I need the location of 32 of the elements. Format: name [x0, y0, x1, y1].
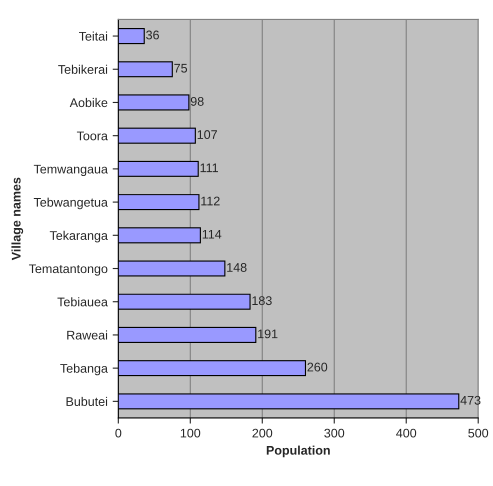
x-tick-label: 0 [115, 428, 122, 438]
data-label: 114 [202, 230, 222, 239]
x-axis-title: Population [266, 446, 330, 458]
y-tick-label: Tematantongo [28, 264, 108, 276]
x-tick-label: 500 [468, 428, 488, 438]
data-label: 36 [146, 30, 159, 40]
y-tick-label: Teitai [79, 32, 108, 41]
y-axis-title: Village names [11, 178, 24, 260]
data-label: 98 [190, 96, 204, 106]
data-label: 260 [307, 362, 328, 372]
x-tick-label: 400 [396, 428, 416, 438]
y-tick-label: Temwangaua [34, 164, 108, 176]
y-tick-label: Raweai [67, 330, 108, 340]
y-tick-label: Tebiauea [57, 297, 108, 306]
data-label: 191 [258, 329, 278, 338]
y-tick-label: Toora [76, 132, 108, 140]
x-tick-label: 200 [252, 428, 272, 438]
y-tick-label: Tebikerai [58, 64, 108, 74]
y-tick-label: Aobike [70, 98, 108, 108]
data-label: 111 [200, 164, 218, 172]
y-tick-label: Tebanga [60, 364, 108, 376]
data-label: 107 [198, 130, 217, 140]
x-tick-label: 300 [324, 428, 344, 438]
data-label: 75 [174, 64, 188, 73]
data-label: 473 [460, 396, 480, 405]
data-label: 112 [201, 196, 220, 206]
y-tick-label: Tebwangetua [34, 198, 108, 210]
data-label: 183 [252, 296, 272, 306]
y-tick-label: Tekaranga [50, 230, 108, 242]
data-label: 148 [227, 263, 247, 272]
y-tick-label: Bubutei [66, 396, 108, 406]
x-tick-label: 100 [180, 428, 200, 438]
